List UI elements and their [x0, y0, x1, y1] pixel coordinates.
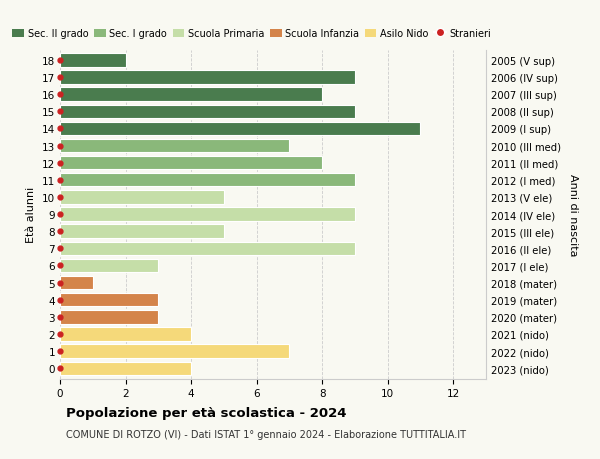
- Bar: [60, 157, 322, 170]
- Bar: [60, 259, 158, 273]
- Bar: [60, 276, 93, 290]
- Bar: [60, 174, 355, 187]
- Bar: [60, 88, 322, 101]
- Bar: [60, 191, 224, 204]
- Bar: [60, 225, 224, 238]
- Bar: [60, 123, 421, 136]
- Text: COMUNE DI ROTZO (VI) - Dati ISTAT 1° gennaio 2024 - Elaborazione TUTTITALIA.IT: COMUNE DI ROTZO (VI) - Dati ISTAT 1° gen…: [66, 429, 466, 439]
- Bar: [60, 208, 355, 221]
- Legend: Sec. II grado, Sec. I grado, Scuola Primaria, Scuola Infanzia, Asilo Nido, Stran: Sec. II grado, Sec. I grado, Scuola Prim…: [13, 29, 491, 39]
- Bar: [60, 293, 158, 307]
- Bar: [60, 106, 355, 119]
- Bar: [60, 345, 289, 358]
- Bar: [60, 71, 355, 84]
- Bar: [60, 310, 158, 324]
- Y-axis label: Età alunni: Età alunni: [26, 186, 37, 243]
- Bar: [60, 242, 355, 256]
- Bar: [60, 328, 191, 341]
- Text: Popolazione per età scolastica - 2024: Popolazione per età scolastica - 2024: [66, 406, 347, 419]
- Y-axis label: Anni di nascita: Anni di nascita: [568, 174, 578, 256]
- Bar: [60, 54, 125, 67]
- Bar: [60, 140, 289, 153]
- Bar: [60, 362, 191, 375]
